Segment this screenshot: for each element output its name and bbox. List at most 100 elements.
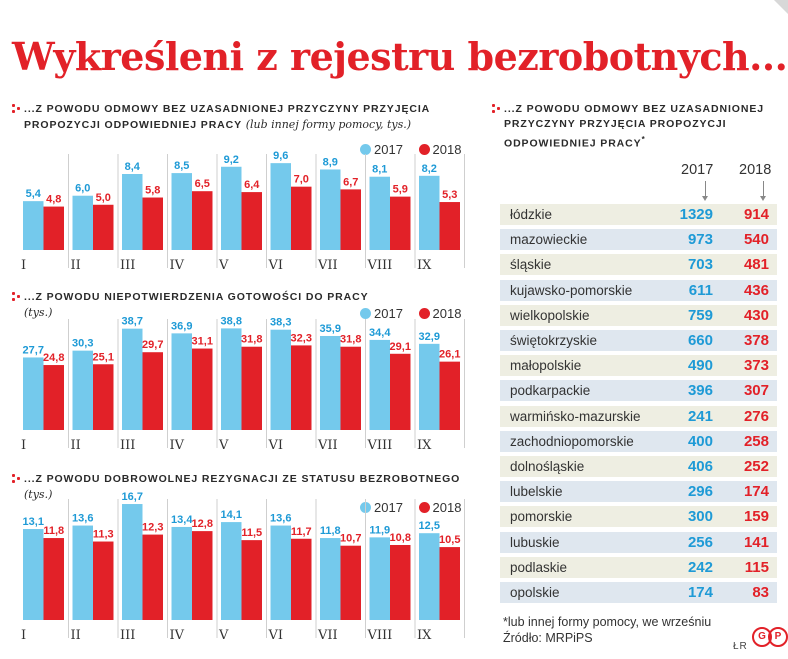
region-name: łódzkie <box>510 207 553 222</box>
bar-2017 <box>171 526 192 620</box>
value-label-2018: 5,8 <box>145 185 160 197</box>
value-2018: 373 <box>743 357 769 375</box>
bar-2017 <box>23 529 44 620</box>
value-2017: 973 <box>687 231 713 249</box>
legend-2017-swatch <box>360 308 371 319</box>
value-label-2018: 11,8 <box>43 525 64 537</box>
bar-2018 <box>241 540 262 620</box>
bar-2018 <box>192 531 213 620</box>
value-2017: 490 <box>687 357 713 375</box>
table-row: śląskie 703 481 <box>500 254 777 276</box>
table-row: podkarpackie 396 307 <box>500 380 777 402</box>
bar-2017 <box>369 176 390 250</box>
table-row: łódzkie 1329 914 <box>500 204 777 225</box>
value-2017: 406 <box>687 458 713 475</box>
region-name: lubelskie <box>510 484 563 500</box>
value-label-2018: 11,5 <box>241 527 262 539</box>
value-label-2018: 32,3 <box>291 332 312 344</box>
bar-2017 <box>419 343 440 430</box>
bar-2017 <box>72 525 93 620</box>
value-label-2017: 27,7 <box>23 344 44 356</box>
value-label-2017: 34,4 <box>369 327 391 339</box>
value-2018: 540 <box>743 231 769 249</box>
legend-2018-swatch <box>418 502 430 513</box>
region-name: mazowieckie <box>510 232 588 248</box>
value-label-2018: 4,8 <box>46 194 61 206</box>
bar-2018 <box>142 352 163 430</box>
bar-2018 <box>241 192 262 250</box>
value-label-2017: 38,7 <box>122 316 143 328</box>
value-label-2017: 13,1 <box>23 516 44 528</box>
bar-2017 <box>320 335 341 430</box>
category-label: III <box>120 438 135 453</box>
value-label-2017: 14,1 <box>221 509 242 521</box>
table-heading-line3: ODPOWIEDNIEJ PRACY <box>504 137 642 150</box>
bar-2018 <box>439 202 460 250</box>
bar-2018 <box>291 186 312 250</box>
value-2018: 481 <box>743 256 769 274</box>
region-name: warmińsko-mazurskie <box>510 408 641 424</box>
category-label: VII <box>317 628 338 643</box>
bullet-dots-icon <box>492 104 500 113</box>
value-2018: 378 <box>743 332 769 349</box>
region-name: kujawsko-pomorskie <box>510 282 633 298</box>
value-label-2017: 8,2 <box>422 163 437 175</box>
region-name: zachodniopomorskie <box>510 433 634 449</box>
bar-2017 <box>171 173 192 250</box>
chart1-heading-line2: PROPOZYCJI ODPOWIEDNIEJ PRACY <box>24 119 242 131</box>
value-2018: 174 <box>743 483 769 501</box>
source: Źródło: MRPiPS <box>503 631 593 645</box>
value-2017: 400 <box>687 432 713 450</box>
table-row: dolnośląskie 406 252 <box>500 456 777 477</box>
chart3-heading-line1: ...Z POWODU DOBROWOLNEJ REZYGNACJI ZE ST… <box>24 473 461 485</box>
col-2017-arrow-icon <box>702 196 708 201</box>
table-heading-line2: PRZYCZYNY PRZYJĘCIA PROPOZYCJI <box>504 118 727 130</box>
table-row: mazowieckie 973 540 <box>500 229 777 251</box>
region-name: wielkopolskie <box>510 307 590 323</box>
value-2017: 703 <box>687 256 713 274</box>
bar-2017 <box>369 537 390 620</box>
value-label-2018: 5,9 <box>393 184 408 196</box>
value-label-2018: 31,8 <box>340 334 361 346</box>
category-label: I <box>21 628 26 643</box>
chart1-bars: 5,4 4,8 I 6,0 5,0 II 8,4 5,8 III 8,5 6,5 IV 9,2 6,4 V 9… <box>21 150 465 273</box>
value-2018: 307 <box>743 382 769 400</box>
value-label-2017: 12,5 <box>419 520 440 532</box>
category-label: VIII <box>367 258 393 273</box>
legend-2018-label: 2018 <box>432 142 462 157</box>
bar-2018 <box>192 348 213 430</box>
category-label: IV <box>170 258 185 273</box>
category-label: II <box>71 258 81 273</box>
value-label-2017: 13,6 <box>270 513 291 525</box>
col-2017-tick <box>705 181 706 196</box>
category-label: VI <box>268 628 284 643</box>
value-label-2018: 6,7 <box>343 176 358 188</box>
chart1-heading: ...Z POWODU ODMOWY BEZ UZASADNIONEJ PRZY… <box>24 102 430 133</box>
bar-2018 <box>43 538 64 620</box>
value-label-2017: 11,9 <box>369 524 390 536</box>
bar-2018 <box>390 545 411 620</box>
bar-2017 <box>419 533 440 620</box>
table-row: lubelskie 296 174 <box>500 481 777 503</box>
region-name: małopolskie <box>510 358 582 374</box>
category-label: VI <box>268 438 284 453</box>
legend-2018-swatch <box>418 308 430 319</box>
bar-2018 <box>439 547 460 620</box>
bar-2018 <box>43 365 64 430</box>
bar-2018 <box>142 197 163 250</box>
value-label-2018: 29,1 <box>390 341 411 353</box>
bar-2017 <box>221 328 242 430</box>
value-label-2017: 8,1 <box>372 164 387 176</box>
category-label: II <box>71 438 81 453</box>
bar-2017 <box>23 201 44 250</box>
chart2-heading-line1: ...Z POWODU NIEPOTWIERDZENIA GOTOWOŚCI D… <box>24 291 369 303</box>
value-label-2018: 31,1 <box>192 336 213 348</box>
value-2018: 252 <box>743 458 769 475</box>
category-label: IX <box>417 438 432 453</box>
category-label: III <box>120 258 135 273</box>
region-name: dolnośląskie <box>510 459 585 474</box>
legend-2017-swatch <box>360 144 371 155</box>
bar-2018 <box>93 364 114 430</box>
category-label: III <box>120 628 135 643</box>
value-2018: 258 <box>743 432 769 450</box>
